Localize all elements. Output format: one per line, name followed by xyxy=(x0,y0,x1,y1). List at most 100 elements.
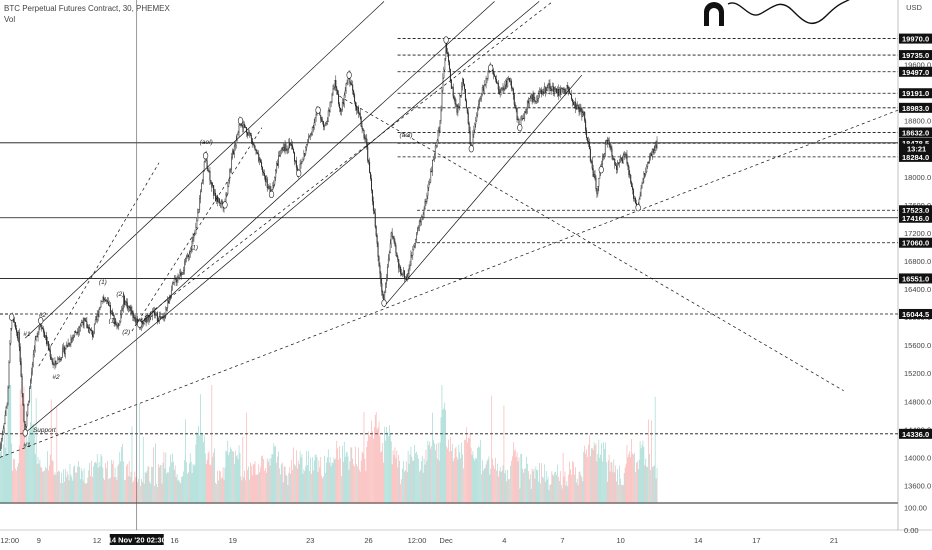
candle-body xyxy=(337,90,339,95)
candle-body xyxy=(327,110,329,122)
price-level-box xyxy=(899,138,932,149)
crosshair-time-label: 14 Nov '20 02:30 xyxy=(108,536,166,545)
volume-bar xyxy=(307,464,308,503)
candle-body xyxy=(54,360,56,366)
candle-body xyxy=(387,258,389,268)
volume-bar xyxy=(504,473,506,503)
candle-body xyxy=(262,171,264,174)
inner-trend-line[interactable] xyxy=(131,127,263,332)
candle-body xyxy=(526,101,528,110)
candle-body xyxy=(647,162,649,167)
candle-body xyxy=(211,183,213,188)
volume-bar xyxy=(630,456,632,503)
candle-body xyxy=(76,331,78,333)
volume-bar xyxy=(369,435,370,503)
volume-bar xyxy=(518,457,520,503)
candle-body xyxy=(439,120,441,133)
volume-bar xyxy=(84,483,86,503)
x-tick-label: 14 xyxy=(694,536,702,545)
candle-body xyxy=(649,157,650,164)
volume-bar xyxy=(477,448,478,503)
volume-bar xyxy=(316,457,318,503)
candle-body xyxy=(130,306,132,315)
dashed-trend-line[interactable] xyxy=(135,1,553,325)
candle-body xyxy=(77,331,78,334)
volume-bar xyxy=(10,385,12,503)
candle-body xyxy=(366,138,368,148)
candle-body xyxy=(652,149,654,153)
candle-body xyxy=(476,114,478,121)
volume-bar xyxy=(146,470,148,503)
lower-channel-line[interactable] xyxy=(383,74,583,307)
volume-bar xyxy=(348,469,350,503)
candle-body xyxy=(46,341,48,344)
volume-bar xyxy=(492,458,493,503)
volume-bar xyxy=(499,466,501,503)
candle-body xyxy=(4,415,6,424)
volume-bar xyxy=(461,442,462,503)
candle-body xyxy=(172,282,174,284)
candle-body xyxy=(655,144,657,148)
volume-bar xyxy=(655,478,657,503)
channel-line-mid[interactable] xyxy=(139,1,495,325)
candle-body xyxy=(613,159,615,160)
volume-bar xyxy=(420,470,421,503)
candle-body xyxy=(394,241,396,246)
volume-bar xyxy=(37,456,39,503)
candle-body xyxy=(77,330,79,334)
candle-body xyxy=(9,343,11,363)
volume-bar xyxy=(497,463,498,503)
volume-bar xyxy=(450,450,452,503)
volume-bar xyxy=(425,449,427,503)
candle-body xyxy=(643,173,645,179)
candle-body xyxy=(69,343,71,346)
volume-bar xyxy=(621,484,623,503)
candle-body xyxy=(112,312,114,316)
descending-trend-line[interactable] xyxy=(339,95,844,392)
volume-bar xyxy=(568,474,570,503)
volume-bar xyxy=(314,454,316,503)
candle-body xyxy=(447,52,449,54)
candle-body xyxy=(425,201,427,202)
volume-bar xyxy=(189,453,191,503)
candle-body xyxy=(572,101,574,106)
volume-bar xyxy=(147,466,149,503)
candle-body xyxy=(535,101,537,102)
volume-bar xyxy=(23,386,25,503)
candle-body xyxy=(171,283,173,291)
channel-line-upper[interactable] xyxy=(24,1,385,339)
candle-body xyxy=(473,129,475,135)
candle-body xyxy=(396,252,398,257)
candle-body xyxy=(530,94,532,99)
candle-body xyxy=(524,111,526,120)
volume-bar xyxy=(258,464,260,503)
candle-body xyxy=(31,364,33,373)
candle-body xyxy=(1,434,3,439)
volume-bar xyxy=(125,479,126,503)
candle-body xyxy=(55,360,57,364)
volume-bar xyxy=(336,440,338,503)
volume-bar xyxy=(577,485,579,503)
candle-body xyxy=(293,152,295,162)
candle-body xyxy=(79,325,81,328)
volume-bar xyxy=(196,432,198,503)
candle-body xyxy=(540,89,542,92)
volume-bar xyxy=(277,456,278,503)
candle-body xyxy=(604,144,606,154)
candle-body xyxy=(272,185,274,190)
support-trend-line[interactable] xyxy=(0,109,899,458)
volume-bar xyxy=(174,465,176,503)
candle-body xyxy=(177,277,179,281)
channel-line-lower[interactable] xyxy=(24,1,540,434)
candle-body xyxy=(376,235,378,244)
candle-body xyxy=(252,142,254,145)
candle-body xyxy=(468,123,470,132)
candle-body xyxy=(27,404,29,416)
x-tick-label: 17 xyxy=(752,536,760,545)
candle-body xyxy=(402,274,403,275)
candle-body xyxy=(506,80,508,87)
pivot-marker xyxy=(381,299,387,307)
volume-bar xyxy=(157,464,159,503)
volume-bar xyxy=(401,479,402,503)
